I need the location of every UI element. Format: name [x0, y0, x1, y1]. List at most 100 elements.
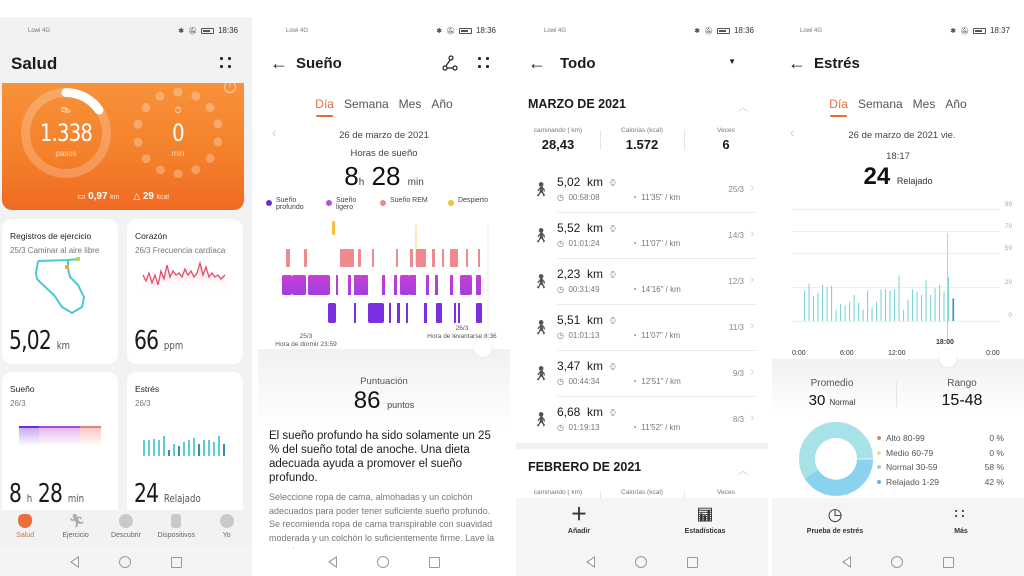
- share-path-icon[interactable]: [442, 55, 458, 71]
- nav-yo[interactable]: Yo: [203, 514, 251, 539]
- stress-bar: [952, 298, 955, 321]
- cursor-time-label: 18:00: [936, 339, 954, 346]
- back-arrow-icon[interactable]: ←: [270, 53, 288, 73]
- walking-icon: 🚶︎: [532, 365, 550, 381]
- collapse-icon[interactable]: ︿: [738, 103, 748, 114]
- watch-icon: ⌚︎: [608, 178, 618, 188]
- chevron-right-icon: ›: [750, 366, 754, 378]
- workout-row[interactable]: 🚶︎ 5,02 km ⌚︎ ◷ 00:58:08 ◔ 11'35" / km 25/3 ›: [516, 167, 768, 213]
- heart-tile[interactable]: Corazón 26/3 Frecuencia cardíaca 66 ppm: [127, 219, 243, 364]
- nav-dispositivos[interactable]: Dispositivos: [152, 514, 200, 539]
- workout-row[interactable]: 🚶︎ 3,47 km ⌚︎ ◷ 00:44:34 ◔ 12'51" / km 9/3 ›: [516, 351, 768, 397]
- previous-day-button[interactable]: ‹: [272, 125, 277, 140]
- month-header[interactable]: FEBRERO DE 2021: [528, 460, 642, 474]
- exercise-records-tile[interactable]: Registros de ejercicio 25/3 Caminar al a…: [2, 219, 118, 364]
- tile-unit: Relajado: [163, 492, 201, 505]
- recents-nav-icon[interactable]: [171, 556, 182, 568]
- home-nav-icon[interactable]: [377, 556, 389, 568]
- system-nav-bar: [0, 548, 252, 576]
- nav-ejercicio[interactable]: 🏃︎ Ejercicio: [52, 514, 100, 540]
- add-button[interactable]: ＋ Añadir: [567, 505, 591, 536]
- home-nav-icon[interactable]: [119, 556, 131, 568]
- page-title: Salud: [11, 54, 58, 73]
- user-icon: [219, 514, 234, 528]
- month-summary: caminando ( km) 28,43 Calorías (kcal) 1.57…: [516, 127, 768, 152]
- home-nav-icon[interactable]: [891, 556, 903, 568]
- minutes-unit: min: [407, 177, 424, 188]
- nav-descubrir[interactable]: Descubrir: [102, 514, 150, 539]
- nav-label: Descubrir: [110, 532, 141, 539]
- filter-dropdown-icon[interactable]: ▼: [728, 57, 736, 66]
- sleep-duration: 8h 28 min: [258, 161, 510, 192]
- back-arrow-icon[interactable]: ←: [528, 53, 546, 73]
- sueno-screen: Lowi 4G ✱ 🔕︎ 18:36 ← Sueño Día Semana Mes …: [258, 17, 510, 576]
- legend-alto: Alto 80-99 0 %: [877, 431, 1004, 446]
- stress-bar: [930, 294, 932, 321]
- stress-bar: [817, 292, 819, 321]
- page-title: Todo: [560, 55, 596, 72]
- month-summary: caminando ( km) Calorías (kcal) Veces: [516, 489, 768, 512]
- recents-nav-icon[interactable]: [943, 556, 954, 568]
- tab-semana[interactable]: Semana: [857, 97, 903, 111]
- tab-dia[interactable]: Día: [315, 97, 334, 117]
- home-nav-icon[interactable]: [635, 556, 647, 568]
- tab-mes[interactable]: Mes: [912, 97, 936, 111]
- workout-row[interactable]: 🚶︎ 6,68 km ⌚︎ ◷ 01:19:13 ◔ 11'52" / km 8/3 ›: [532, 405, 754, 432]
- back-nav-icon[interactable]: [586, 556, 595, 568]
- sheet-handle[interactable]: [474, 339, 492, 357]
- workout-row[interactable]: 🚶︎ 2,23 km ⌚︎ ◷ 00:31:49 ◔ 14'16" / km 12/3 ›: [516, 259, 768, 305]
- stress-test-button[interactable]: ◷ Prueba de estrés: [806, 505, 864, 536]
- page-title: Estrés: [814, 55, 860, 72]
- sleep-tile[interactable]: Sueño 26/3 8 h 28 min: [2, 372, 118, 517]
- stress-distribution-legend: Alto 80-99 0 % Medio 60-79 0 % Normal 30-5…: [877, 431, 1004, 489]
- carrier-label: Lowi 4G: [286, 28, 309, 34]
- tab-semana[interactable]: Semana: [343, 97, 389, 111]
- back-nav-icon[interactable]: [328, 556, 337, 568]
- statistics-button[interactable]: 📊︎ Estadísticas: [684, 507, 726, 535]
- range-label: Rango: [947, 378, 977, 389]
- speed-icon: ◔: [632, 285, 637, 294]
- stress-bar: [934, 288, 936, 321]
- activity-card[interactable]: ! 👟︎ 1.338 pasos ⏱︎ 0 min ▭ 0,97 km △ 29…: [2, 81, 244, 210]
- status-bar: Lowi 4G ✱ 🔕︎ 18:36: [0, 26, 252, 38]
- collapse-icon[interactable]: ︿: [738, 466, 748, 477]
- month-header[interactable]: MARZO DE 2021: [528, 97, 626, 111]
- stress-bar: [867, 290, 869, 321]
- chevron-right-icon: ›: [750, 412, 754, 424]
- clock-icon: ◷: [557, 331, 564, 340]
- bottom-action-bar: ＋ Añadir 📊︎ Estadísticas: [516, 498, 768, 548]
- recents-nav-icon[interactable]: [429, 556, 440, 568]
- nav-salud[interactable]: Salud: [1, 514, 49, 539]
- score-label: Puntuación: [360, 376, 408, 387]
- more-icon[interactable]: [478, 57, 490, 69]
- system-nav-bar: [516, 548, 768, 576]
- sheet-handle[interactable]: [939, 349, 957, 367]
- back-nav-icon[interactable]: [842, 556, 851, 568]
- tab-ano[interactable]: Año: [431, 97, 453, 111]
- info-icon[interactable]: !: [224, 81, 236, 93]
- summary-calories: Calorías (kcal) 1.572: [600, 127, 684, 152]
- distance-value: 0,97: [88, 191, 108, 202]
- tab-dia[interactable]: Día: [829, 97, 848, 117]
- tab-mes[interactable]: Mes: [398, 97, 422, 111]
- average-row: 30 Normal: [772, 392, 892, 409]
- tab-ano[interactable]: Año: [945, 97, 967, 111]
- stress-tile[interactable]: Estrés 26/3 24 Relajado: [127, 372, 243, 517]
- back-arrow-icon[interactable]: ←: [788, 53, 806, 73]
- recents-nav-icon[interactable]: [687, 556, 698, 568]
- clock-icon: ◷: [557, 239, 564, 248]
- back-nav-icon[interactable]: [70, 556, 79, 568]
- minutes-unit: min: [171, 149, 185, 158]
- estres-screen: Lowi 4G ✱ 🔕︎ 18:37 ← Estrés Día Semana Mes…: [772, 17, 1024, 576]
- workout-row[interactable]: 🚶︎ 5,52 km ⌚︎ ◷ 01:01:24 ◔ 11'07" / km 14/3 ›: [516, 213, 768, 259]
- walking-icon: 🚶︎: [532, 181, 550, 197]
- stress-bar: [916, 291, 918, 321]
- workout-row[interactable]: 🚶︎ 5,51 km ⌚︎ ◷ 01:01:13 ◔ 11'07" / km 11/3 ›: [516, 305, 768, 351]
- mute-icon: 🔕︎: [188, 27, 197, 35]
- more-icon[interactable]: [220, 57, 232, 69]
- previous-day-button[interactable]: ‹: [790, 125, 795, 140]
- tile-value: 24: [134, 479, 159, 509]
- more-button[interactable]: ⁚⁚ Más: [911, 498, 1011, 548]
- stress-bar: [925, 280, 927, 321]
- more-icon: ⁚⁚: [954, 509, 968, 520]
